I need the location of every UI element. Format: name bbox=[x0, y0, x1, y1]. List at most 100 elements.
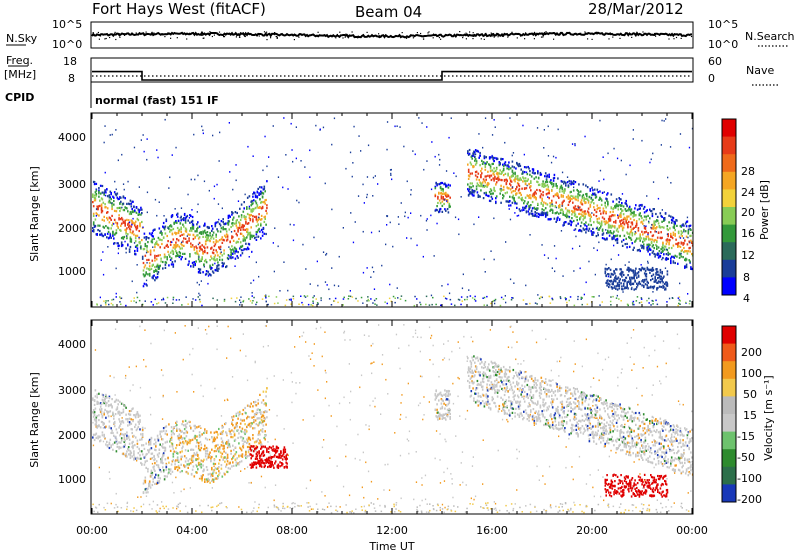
nsearch-point bbox=[412, 37, 414, 39]
data-cell bbox=[111, 405, 113, 408]
data-cell bbox=[446, 208, 449, 211]
data-cell bbox=[193, 475, 196, 478]
data-cell bbox=[484, 175, 487, 178]
noise-cell bbox=[107, 246, 109, 248]
data-cell bbox=[577, 222, 579, 225]
noise-cell bbox=[386, 224, 388, 226]
data-cell bbox=[166, 243, 168, 246]
data-cell bbox=[264, 215, 266, 218]
noise-cell bbox=[438, 164, 441, 166]
data-cell bbox=[176, 244, 179, 247]
data-cell bbox=[227, 445, 230, 448]
data-cell bbox=[157, 455, 160, 458]
data-cell bbox=[546, 174, 549, 177]
noise-cell bbox=[198, 292, 200, 295]
data-cell bbox=[610, 232, 613, 235]
data-cell bbox=[126, 437, 128, 441]
data-cell bbox=[662, 244, 664, 247]
data-cell bbox=[261, 428, 264, 431]
data-cell bbox=[248, 445, 251, 449]
data-cell bbox=[564, 214, 566, 217]
nsearch-point bbox=[612, 36, 614, 38]
data-cell bbox=[133, 206, 135, 209]
data-cell bbox=[499, 169, 501, 172]
noise-cell bbox=[631, 286, 633, 289]
data-cell bbox=[256, 231, 259, 234]
nsearch-point bbox=[625, 32, 627, 34]
data-cell bbox=[115, 210, 118, 213]
data-cell bbox=[685, 225, 688, 228]
data-cell bbox=[193, 246, 196, 249]
data-cell bbox=[444, 193, 446, 196]
data-cell bbox=[250, 208, 252, 211]
data-cell bbox=[633, 210, 635, 213]
data-cell bbox=[141, 450, 143, 453]
data-cell bbox=[656, 219, 659, 222]
data-cell bbox=[162, 469, 165, 472]
data-cell bbox=[143, 456, 146, 459]
noise-cell bbox=[288, 298, 291, 301]
data-cell bbox=[109, 201, 112, 204]
ground-cell bbox=[677, 304, 679, 307]
data-cell bbox=[228, 443, 231, 446]
data-cell bbox=[231, 416, 233, 419]
ground-cell bbox=[370, 298, 372, 300]
data-cell bbox=[122, 411, 125, 414]
noise-cell bbox=[235, 179, 237, 182]
data-cell bbox=[628, 205, 631, 208]
data-cell bbox=[191, 261, 194, 264]
data-cell bbox=[647, 235, 649, 238]
data-cell bbox=[204, 224, 206, 227]
data-cell bbox=[242, 437, 245, 440]
data-cell bbox=[221, 261, 224, 264]
data-cell bbox=[100, 403, 103, 406]
data-cell bbox=[144, 476, 147, 479]
nsearch-point bbox=[203, 37, 205, 39]
data-cell bbox=[152, 229, 154, 232]
noise-cell bbox=[131, 280, 133, 283]
data-cell bbox=[112, 230, 114, 233]
noise-cell bbox=[213, 185, 216, 188]
data-cell bbox=[108, 216, 111, 219]
nsearch-point bbox=[258, 35, 260, 37]
data-cell bbox=[204, 249, 206, 252]
data-cell bbox=[638, 237, 641, 240]
data-cell bbox=[656, 281, 658, 284]
noise-cell bbox=[328, 288, 330, 291]
data-cell bbox=[221, 440, 224, 444]
noise-cell bbox=[201, 125, 203, 128]
data-cell bbox=[625, 209, 627, 212]
data-cell bbox=[484, 184, 487, 187]
data-cell bbox=[156, 272, 159, 276]
data-cell bbox=[548, 189, 550, 192]
ground-cell bbox=[559, 297, 562, 300]
data-cell bbox=[211, 479, 213, 482]
data-cell bbox=[232, 418, 234, 421]
data-cell bbox=[492, 158, 494, 161]
data-cell bbox=[520, 178, 522, 181]
noise-cell bbox=[561, 205, 563, 207]
data-cell bbox=[196, 227, 198, 231]
ground-cell bbox=[375, 298, 378, 300]
data-cell bbox=[144, 264, 147, 267]
noise-cell bbox=[574, 144, 576, 147]
data-cell bbox=[117, 206, 119, 210]
nsearch-point bbox=[422, 38, 425, 40]
data-cell bbox=[200, 231, 203, 234]
data-cell bbox=[156, 480, 159, 483]
data-cell bbox=[647, 214, 649, 217]
data-cell bbox=[179, 436, 182, 439]
noise-cell bbox=[679, 133, 682, 135]
noise-cell bbox=[454, 216, 457, 219]
data-cell bbox=[518, 208, 521, 211]
data-cell bbox=[161, 239, 163, 242]
data-cell bbox=[665, 257, 668, 260]
data-cell bbox=[591, 186, 593, 189]
data-cell bbox=[496, 176, 499, 180]
nsearch-point bbox=[469, 31, 471, 33]
data-cell bbox=[434, 185, 437, 188]
data-cell bbox=[120, 243, 123, 246]
data-cell bbox=[222, 238, 224, 241]
data-cell bbox=[632, 269, 635, 272]
data-cell bbox=[176, 429, 178, 432]
